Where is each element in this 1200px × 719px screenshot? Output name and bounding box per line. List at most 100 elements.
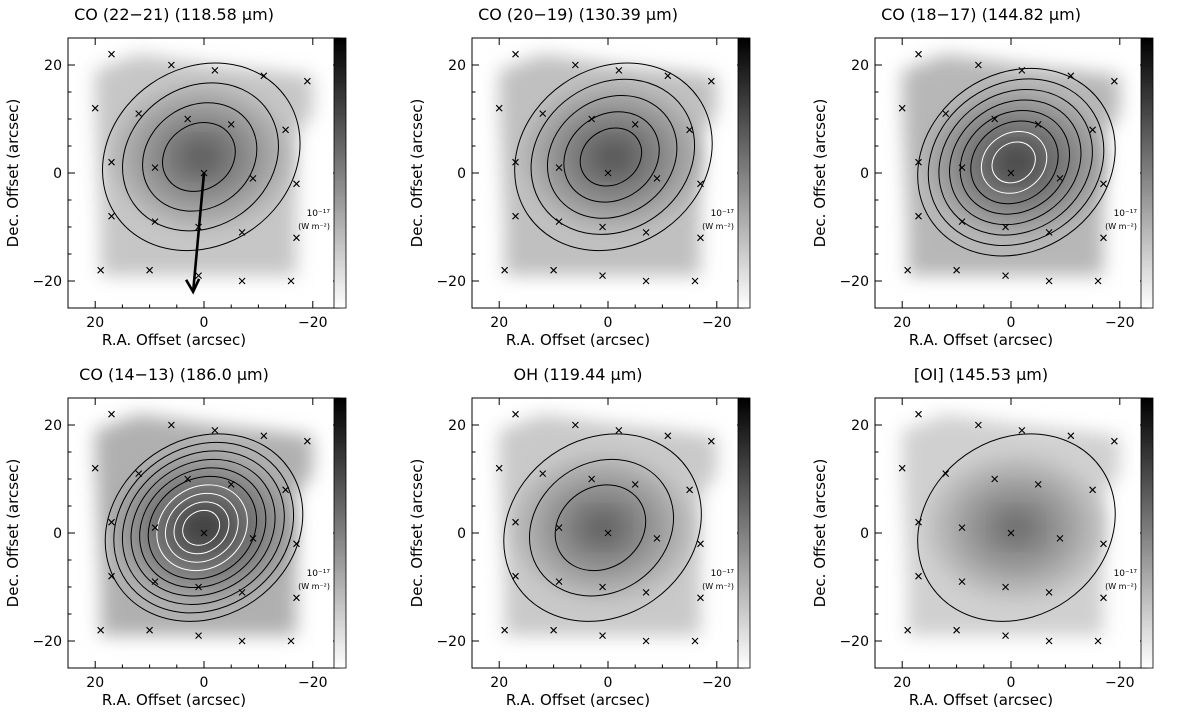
pointing-marker [1067, 432, 1075, 440]
pointing-marker [184, 475, 192, 483]
pointing-marker [1110, 437, 1118, 445]
pointing-marker [293, 594, 300, 602]
pointing-marker [991, 115, 999, 123]
contour-level [164, 492, 239, 563]
y-tick-label: −20 [32, 634, 62, 650]
pointing-marker [599, 223, 606, 231]
pointing-marker [501, 266, 509, 274]
pointing-marker [97, 626, 105, 634]
contour-level [156, 484, 248, 572]
x-tick-label: 0 [604, 675, 613, 691]
pointing-marker [238, 637, 246, 645]
x-axis-label: R.A. Offset (arcsec) [506, 691, 650, 709]
pointing-marker [501, 626, 509, 634]
pointing-marker [604, 169, 612, 177]
pointing-marker [1045, 229, 1053, 236]
colorbar [1140, 397, 1154, 669]
x-tick-label: 20 [893, 675, 911, 691]
x-tick-label: −20 [298, 315, 328, 331]
y-tick-label: −20 [839, 634, 869, 650]
pointing-marker [512, 212, 519, 220]
x-tick-label: 20 [893, 315, 911, 331]
contour-level [970, 120, 1059, 205]
contour-level [139, 467, 267, 589]
pointing-marker [664, 432, 672, 440]
pointing-marker [260, 432, 268, 440]
pointing-marker [571, 61, 579, 69]
panel-title: CO (22−21) (118.58 μm) [74, 5, 274, 24]
contour-level [554, 484, 647, 572]
pointing-marker [691, 277, 699, 285]
pointing-marker [1100, 234, 1107, 242]
pointing-marker [539, 470, 547, 477]
pointing-marker [1007, 529, 1015, 537]
panel-4: 20 0 −20 −20 0 20 10⁻¹⁷ (W m⁻²) CO (14−13) (186.… [4, 365, 347, 709]
intensity-map [95, 414, 313, 636]
contour-level [563, 111, 660, 203]
x-tick-label: 0 [200, 315, 209, 331]
pointing-marker [512, 518, 519, 526]
pointing-marker [664, 72, 672, 80]
pointing-marker [303, 77, 311, 85]
pointing-marker [1100, 180, 1107, 188]
arrow-head [184, 278, 201, 295]
pointing-marker [293, 234, 300, 242]
colorbar-label: 10⁻¹⁷ [1114, 569, 1138, 579]
pointing-marker [249, 535, 257, 542]
contour-level [121, 450, 285, 605]
pointing-marker [1045, 637, 1053, 645]
pointing-marker [1100, 540, 1107, 548]
pointing-marker [631, 481, 639, 488]
colorbar [737, 37, 751, 309]
emission-core [580, 509, 625, 546]
pointing-marker [108, 158, 115, 166]
colorbar-unit: (W m⁻²) [298, 222, 330, 231]
pointing-marker [1056, 535, 1064, 542]
y-tick-label: −20 [436, 274, 466, 290]
emission-core [182, 509, 226, 546]
pointing-marker [958, 578, 966, 585]
y-axis-label: Dec. Offset (arcsec) [408, 99, 426, 248]
contour-level [938, 88, 1093, 236]
colorbar-label: 10⁻¹⁷ [307, 569, 331, 579]
pointing-marker [512, 572, 519, 580]
pointing-marker [135, 110, 143, 117]
pointing-marker [238, 589, 246, 596]
colorbar-unit: (W m⁻²) [702, 582, 734, 591]
y-tick-label: 0 [457, 526, 466, 542]
contour-level [528, 458, 675, 597]
pointing-marker [108, 50, 115, 58]
y-tick-label: 0 [860, 166, 869, 182]
contour-level [142, 102, 258, 212]
pointing-marker [282, 486, 289, 494]
intensity-map [95, 54, 313, 276]
pointing-marker [599, 272, 606, 279]
panel-title: [OI] (145.53 μm) [914, 365, 1048, 384]
pointing-marker [167, 421, 175, 429]
contour-level [959, 109, 1071, 215]
pointing-marker [555, 164, 563, 171]
contour-level [162, 122, 236, 192]
y-axis-label: Dec. Offset (arcsec) [408, 459, 426, 608]
panel-title: OH (119.44 μm) [513, 365, 642, 384]
y-tick-label: −20 [32, 274, 62, 290]
emission-core [994, 509, 1039, 546]
pointing-marker [697, 540, 704, 548]
pointing-marker [958, 524, 966, 531]
pointing-marker [91, 464, 99, 472]
colorbar [333, 397, 347, 669]
x-tick-label: −20 [1105, 675, 1135, 691]
x-tick-label: −20 [702, 315, 732, 331]
pointing-marker [915, 158, 922, 166]
y-tick-label: 0 [860, 526, 869, 542]
pointing-marker [1089, 486, 1096, 494]
pointing-marker [512, 50, 519, 58]
pointing-marker [282, 126, 289, 134]
y-tick-label: 20 [448, 58, 466, 74]
pointing-marker [195, 632, 202, 639]
pointing-marker [599, 632, 606, 639]
colorbar [1140, 37, 1154, 309]
pointing-marker [697, 594, 704, 602]
contour-level [980, 130, 1048, 194]
pointing-marker [1094, 277, 1102, 285]
